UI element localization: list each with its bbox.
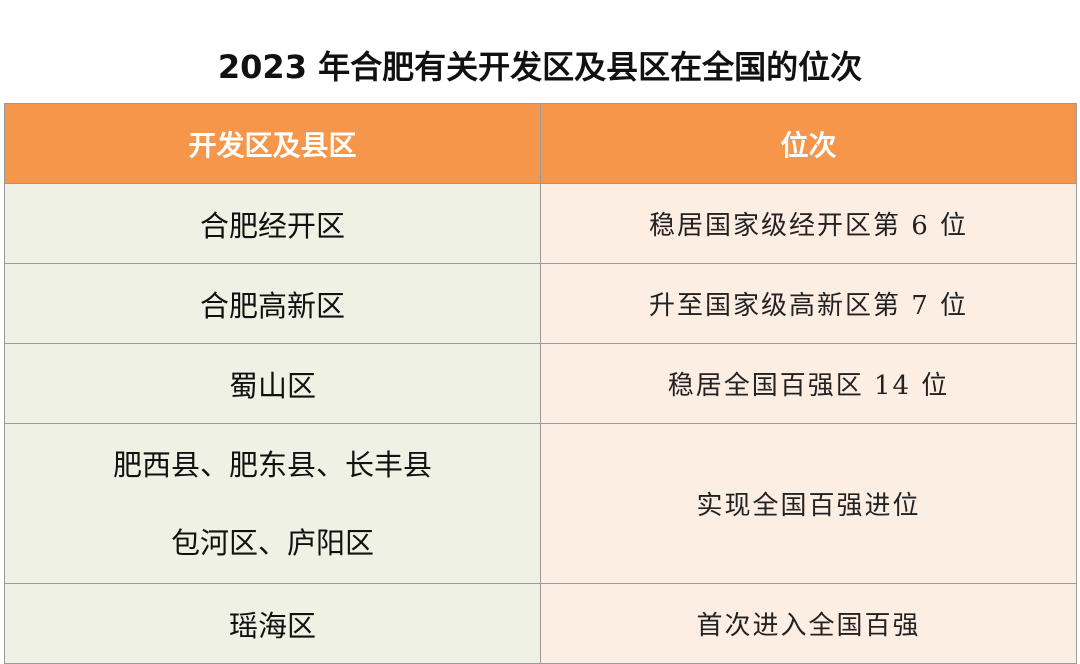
cell-line: 包河区、庐阳区: [170, 525, 374, 560]
table-cell: 稳居全国百强区 14 位: [540, 343, 1077, 424]
table-row: 合肥经开区 稳居国家级经开区第 6 位: [4, 183, 1077, 264]
table-row: 蜀山区 稳居全国百强区 14 位: [4, 343, 1077, 424]
column-header: 位次: [540, 103, 1077, 184]
table-row: 合肥高新区 升至国家级高新区第 7 位: [4, 263, 1077, 344]
table-cell: 合肥经开区: [4, 183, 541, 264]
table-cell: 合肥高新区: [4, 263, 541, 344]
table-cell: 实现全国百强进位: [540, 423, 1077, 584]
table-row: 瑶海区 首次进入全国百强: [4, 583, 1077, 664]
cell-line: 肥西县、肥东县、长丰县: [112, 447, 432, 482]
table-cell: 首次进入全国百强: [540, 583, 1077, 664]
ranking-table: 开发区及县区 位次 合肥经开区 稳居国家级经开区第 6 位合肥高新区 升至国家级高新区…: [4, 103, 1077, 664]
table-cell: 蜀山区: [4, 343, 541, 424]
table-cell: 稳居国家级经开区第 6 位: [540, 183, 1077, 264]
table-body: 合肥经开区 稳居国家级经开区第 6 位合肥高新区 升至国家级高新区第 7 位蜀山区稳…: [4, 183, 1077, 664]
header-row: 开发区及县区 位次: [4, 103, 1077, 184]
table-cell: 肥西县、肥东县、长丰县 包河区、庐阳区: [4, 423, 541, 584]
table-cell: 升至国家级高新区第 7 位: [540, 263, 1077, 344]
title: 2023 年合肥有关开发区及县区在全国的位次: [217, 48, 863, 86]
table-head: 开发区及县区 位次: [4, 103, 1077, 184]
table-row: 肥西县、肥东县、长丰县 包河区、庐阳区 实现全国百强进位: [4, 423, 1077, 584]
table-cell: 瑶海区: [4, 583, 541, 664]
column-header: 开发区及县区: [4, 103, 541, 184]
